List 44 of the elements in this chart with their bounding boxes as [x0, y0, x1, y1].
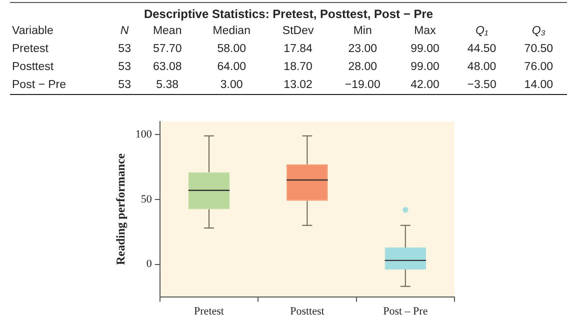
text: 3.00 — [220, 79, 243, 91]
text: −3.50 — [467, 79, 496, 91]
category-label: Q₃ — [530, 24, 546, 39]
text: 48.00 — [467, 61, 496, 73]
category-label: Max — [413, 24, 437, 39]
x-tick-label: Pretest — [194, 305, 224, 318]
text: 64.00 — [217, 61, 246, 73]
text: 70.50 — [524, 43, 554, 55]
category-label: StDev — [281, 24, 315, 39]
y-tick-label: 0 — [146, 258, 152, 270]
text: Variable — [11, 24, 54, 39]
category-label: Q₁ — [474, 24, 490, 39]
text: 53 — [118, 43, 131, 55]
text: 53 — [118, 79, 131, 91]
text: 5.38 — [156, 79, 179, 91]
y-axis-title: Reading performance — [113, 152, 128, 266]
category-label: Pretest — [12, 43, 48, 55]
text: Descriptive Statistics: Pretest, Posttest, Post − Pre — [10, 2, 567, 22]
text: 23.00 — [348, 43, 377, 55]
category-label: N — [119, 24, 130, 39]
text: 99.00 — [410, 43, 440, 55]
text: 14.00 — [524, 79, 554, 91]
category-label: Post − Pre — [12, 79, 66, 91]
text: 53 — [118, 61, 131, 73]
text: 18.70 — [284, 61, 312, 73]
text: 99.00 — [410, 61, 440, 73]
category-label: Mean — [152, 24, 183, 39]
y-tick-label: 50 — [140, 193, 152, 206]
category-label: Median — [212, 24, 252, 39]
text: 63.08 — [152, 61, 182, 73]
x-tick-label: Post – Pre — [383, 305, 428, 318]
text: 58.00 — [217, 43, 246, 55]
x-tick-label: Posttest — [290, 305, 324, 318]
text: −19.00 — [344, 79, 380, 91]
text: 28.00 — [348, 61, 377, 73]
category-label: Min — [352, 24, 373, 39]
category-label: Posttest — [12, 61, 54, 73]
text: 57.70 — [152, 43, 182, 55]
text: 13.02 — [284, 79, 312, 91]
y-tick-label: 100 — [135, 128, 152, 140]
text: 17.84 — [284, 43, 312, 55]
text: 44.50 — [467, 43, 496, 55]
text: 76.00 — [524, 61, 554, 73]
text: 42.00 — [410, 79, 440, 91]
